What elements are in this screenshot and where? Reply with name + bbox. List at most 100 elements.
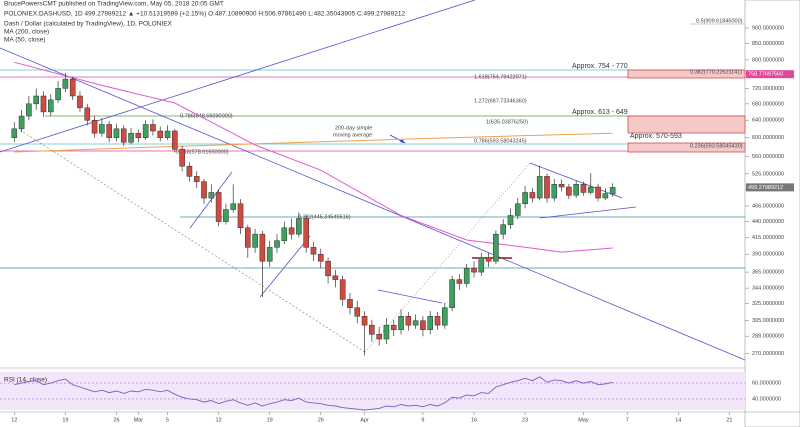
candle-body: [485, 257, 492, 262]
y-tick-label: 390.0000000: [752, 252, 784, 258]
x-tick-label: 19: [62, 417, 68, 423]
y-tick-label: 270.0000000: [752, 351, 784, 357]
y-tick-label: 466.0000000: [752, 203, 784, 209]
y-tick-label: 305.0000000: [752, 318, 784, 324]
candle-body: [551, 184, 558, 199]
candle-body: [405, 316, 412, 326]
candle-body: [390, 324, 397, 330]
candle-body: [456, 279, 463, 284]
candle-body: [325, 260, 331, 277]
candle-body: [230, 203, 237, 210]
y-tick-label: 680.0000000: [752, 101, 784, 107]
y-tick-label: 800.0000000: [752, 57, 784, 63]
price-label-box: [746, 183, 794, 192]
candle-body: [449, 279, 455, 308]
rsi-line: [14, 376, 613, 411]
annotation: 1.618(754.79422071): [474, 74, 527, 80]
y-tick-label: 288.0000000: [752, 334, 784, 340]
candle-body: [237, 203, 244, 229]
trendline: [529, 162, 623, 199]
candle-body: [383, 324, 390, 340]
rsi-band: [0, 372, 745, 410]
candle-body: [288, 227, 295, 235]
candle-body: [303, 218, 309, 248]
x-tick-label: 12: [11, 417, 17, 423]
x-tick-label: Mar: [134, 417, 144, 423]
candle-body: [573, 184, 579, 196]
zone-box: [627, 115, 746, 134]
candle-body: [347, 299, 353, 308]
candle-body: [507, 215, 514, 225]
y-tick-label: 344.0000000: [752, 286, 784, 292]
candle-body: [398, 316, 404, 330]
candle-body: [434, 316, 441, 326]
annotation: Approx. 570-593: [630, 133, 682, 140]
price-label-box: [746, 70, 794, 79]
annotation: 0.382(445.34549516): [298, 214, 351, 220]
trendline: [377, 289, 443, 304]
arrow-head: [400, 139, 405, 143]
legend-ma50: MA (50, close): [4, 37, 46, 44]
candle-body: [427, 316, 434, 330]
x-tick-label: 12: [216, 417, 222, 423]
candle-body: [339, 279, 346, 300]
candle-body: [55, 88, 61, 101]
candle-body: [500, 224, 507, 235]
candle-body: [259, 233, 266, 262]
candle-body: [522, 192, 528, 204]
y-tick-label: 415.0000000: [752, 235, 784, 241]
x-tick-label: 9: [421, 417, 424, 423]
candle-body: [142, 124, 149, 138]
annotation: 1.272(687.73346360): [474, 98, 527, 104]
drawings: [0, 0, 746, 361]
candle-body: [266, 247, 273, 262]
annotation: Approx. 754 - 770: [572, 63, 628, 70]
ma-line: [14, 132, 613, 153]
annotation: moving average: [333, 132, 372, 138]
candle-body: [471, 268, 477, 273]
annotation: 0.5(909.61845000): [696, 18, 743, 24]
annotation: 0.236(593.58045430): [690, 143, 743, 149]
annotation: 0.786(593.58043245): [474, 138, 527, 144]
candle-body: [296, 218, 302, 235]
candle-body: [33, 95, 39, 105]
candle-body: [106, 124, 112, 138]
candle-body: [186, 165, 193, 177]
y-tick-label: 600.0000000: [752, 135, 784, 141]
rsi-tick-label: 60.0000000: [752, 381, 781, 387]
trendline: [0, 47, 746, 361]
candle-body: [208, 192, 215, 199]
x-tick-label: 14: [675, 417, 681, 423]
candle-body: [558, 184, 565, 188]
annotation: Approx. 613 - 649: [572, 109, 628, 116]
price-axis: [744, 0, 800, 427]
trendline: [539, 206, 637, 219]
price-label: 499.27989212: [748, 185, 783, 191]
candle-body: [361, 316, 368, 326]
legend-ma200: MA (200, close): [4, 29, 49, 36]
candle-body: [609, 187, 616, 195]
candle-body: [164, 130, 171, 138]
candle-body: [69, 78, 76, 97]
x-tick-label: 19: [267, 417, 273, 423]
trendline: [19, 129, 366, 353]
candle-body: [77, 95, 83, 109]
y-tick-label: 440.0000000: [752, 219, 784, 225]
trendline: [0, 0, 476, 153]
y-tick-label: 325.0000000: [752, 301, 784, 307]
candle-body: [84, 107, 91, 121]
zone-box: [627, 142, 746, 153]
publisher: BrucePowersCMT published on TradingView.…: [4, 1, 224, 8]
x-tick-label: 7: [626, 417, 629, 423]
candle-body: [179, 148, 185, 167]
candle-body: [99, 124, 105, 134]
candle-body: [595, 186, 601, 199]
symbol-line: POLONIEX:DASHUSD, 1D 499.27989212 ▲ +10.…: [4, 11, 405, 18]
candle-body: [478, 257, 485, 273]
price-label: 758.77697560: [748, 72, 783, 78]
candle-body: [493, 233, 499, 262]
candle-body: [580, 184, 587, 193]
candle-body: [62, 78, 69, 89]
candle-body: [442, 307, 448, 326]
